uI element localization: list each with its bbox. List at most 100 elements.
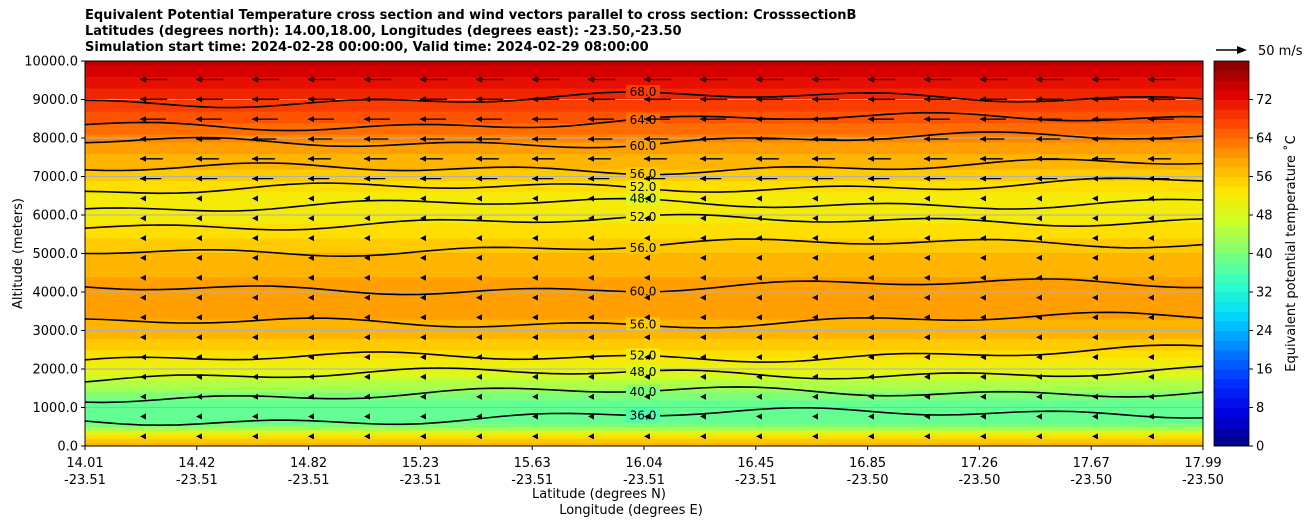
wind-arrow: [532, 433, 538, 440]
wind-arrow: [644, 195, 650, 202]
wind-arrow-head: [644, 334, 650, 341]
x-tick-label-lon: -23.51: [64, 473, 106, 488]
quiver-key-label: 50 m/s: [1258, 44, 1303, 59]
wind-arrow-head: [700, 135, 706, 142]
wind-arrow-head: [756, 155, 762, 162]
wind-arrow-head: [140, 96, 146, 103]
wind-arrow: [196, 254, 202, 261]
wind-arrow-head: [812, 76, 818, 83]
wind-arrow-head: [812, 155, 818, 162]
wind-arrow: [1092, 314, 1098, 321]
wind-arrow-head: [532, 96, 538, 103]
wind-arrow-head: [420, 413, 426, 420]
wind-arrow: [1092, 433, 1098, 440]
wind-arrow: [924, 274, 930, 281]
wind-arrow-head: [420, 76, 426, 83]
wind-arrow-head: [252, 254, 258, 261]
colorbar-band: [1214, 388, 1249, 399]
wind-arrow: [532, 274, 538, 281]
wind-arrow: [252, 195, 258, 202]
wind-arrow: [812, 314, 818, 321]
filled-band: [85, 442, 1203, 446]
title-line-1: Equivalent Potential Temperature cross s…: [85, 8, 857, 23]
contour-label: 60.0: [630, 139, 657, 153]
wind-arrow-head: [420, 215, 426, 222]
wind-arrow-head: [252, 433, 258, 440]
wind-arrow: [644, 413, 650, 420]
wind-arrow-head: [420, 235, 426, 242]
wind-arrow: [252, 354, 258, 361]
filled-band: [85, 330, 1203, 335]
wind-arrow-head: [924, 195, 930, 202]
wind-arrow: [700, 116, 726, 123]
wind-arrow-head: [588, 135, 594, 142]
wind-arrow-head: [476, 373, 482, 380]
wind-arrow: [700, 135, 725, 142]
wind-arrow-head: [868, 135, 874, 142]
wind-arrow: [532, 76, 560, 83]
wind-arrow-head: [980, 76, 986, 83]
wind-arrow-head: [140, 334, 146, 341]
wind-arrow-head: [644, 235, 650, 242]
wind-arrow: [700, 433, 706, 440]
wind-arrow: [532, 393, 538, 400]
y-tick-label: 0.0: [57, 440, 78, 455]
wind-arrow-head: [868, 354, 874, 361]
filled-band: [85, 342, 1203, 347]
wind-arrow: [476, 135, 501, 142]
wind-arrow-head: [476, 314, 482, 321]
wind-arrow: [532, 294, 538, 301]
wind-arrow: [1036, 195, 1042, 202]
wind-arrow-head: [868, 96, 874, 103]
colorbar-band: [1214, 147, 1249, 158]
wind-arrow-head: [308, 195, 314, 202]
filled-band: [85, 268, 1203, 274]
wind-arrow-head: [868, 235, 874, 242]
wind-arrow-head: [364, 433, 370, 440]
wind-arrow: [308, 413, 314, 420]
wind-arrow-head: [1036, 135, 1042, 142]
wind-arrow-head: [700, 235, 706, 242]
wind-arrow-head: [364, 215, 370, 222]
wind-arrow-head: [308, 215, 314, 222]
wind-arrow-head: [476, 274, 482, 281]
wind-arrow: [476, 175, 498, 182]
wind-arrow: [252, 334, 258, 341]
wind-arrow-head: [532, 116, 538, 123]
wind-arrow: [476, 195, 482, 202]
wind-arrow: [420, 155, 443, 162]
wind-arrow: [196, 195, 202, 202]
quiver-key-arrow-head: [1237, 46, 1247, 54]
wind-arrow-head: [588, 235, 594, 242]
wind-arrow: [1204, 334, 1210, 340]
wind-arrow: [476, 215, 482, 222]
wind-arrow: [924, 195, 930, 202]
wind-arrow-head: [1036, 373, 1042, 380]
wind-arrow: [476, 274, 482, 281]
wind-arrow-head: [364, 354, 370, 361]
wind-arrow-head: [364, 76, 370, 83]
wind-arrow: [756, 235, 762, 242]
wind-arrow: [812, 274, 818, 281]
wind-arrow: [140, 334, 146, 341]
colorbar-band: [1214, 128, 1249, 139]
wind-arrow-head: [588, 175, 594, 182]
x-tick-label-lat: 17.26: [961, 456, 998, 471]
wind-arrow: [644, 373, 650, 380]
wind-arrow-head: [1204, 215, 1210, 221]
filled-band: [85, 361, 1203, 366]
wind-arrow-head: [532, 76, 538, 83]
wind-arrow-head: [588, 294, 594, 301]
wind-arrow: [588, 155, 611, 162]
wind-arrow: [196, 373, 202, 380]
wind-arrow: [420, 116, 446, 123]
wind-arrow: [1036, 393, 1042, 400]
wind-arrow-head: [756, 254, 762, 261]
wind-arrow-head: [420, 274, 426, 281]
wind-arrow: [812, 354, 818, 361]
wind-arrow: [868, 235, 874, 242]
wind-arrow-head: [476, 354, 482, 361]
wind-arrow-head: [252, 413, 258, 420]
wind-arrow: [924, 314, 930, 321]
wind-arrow-head: [140, 175, 146, 182]
